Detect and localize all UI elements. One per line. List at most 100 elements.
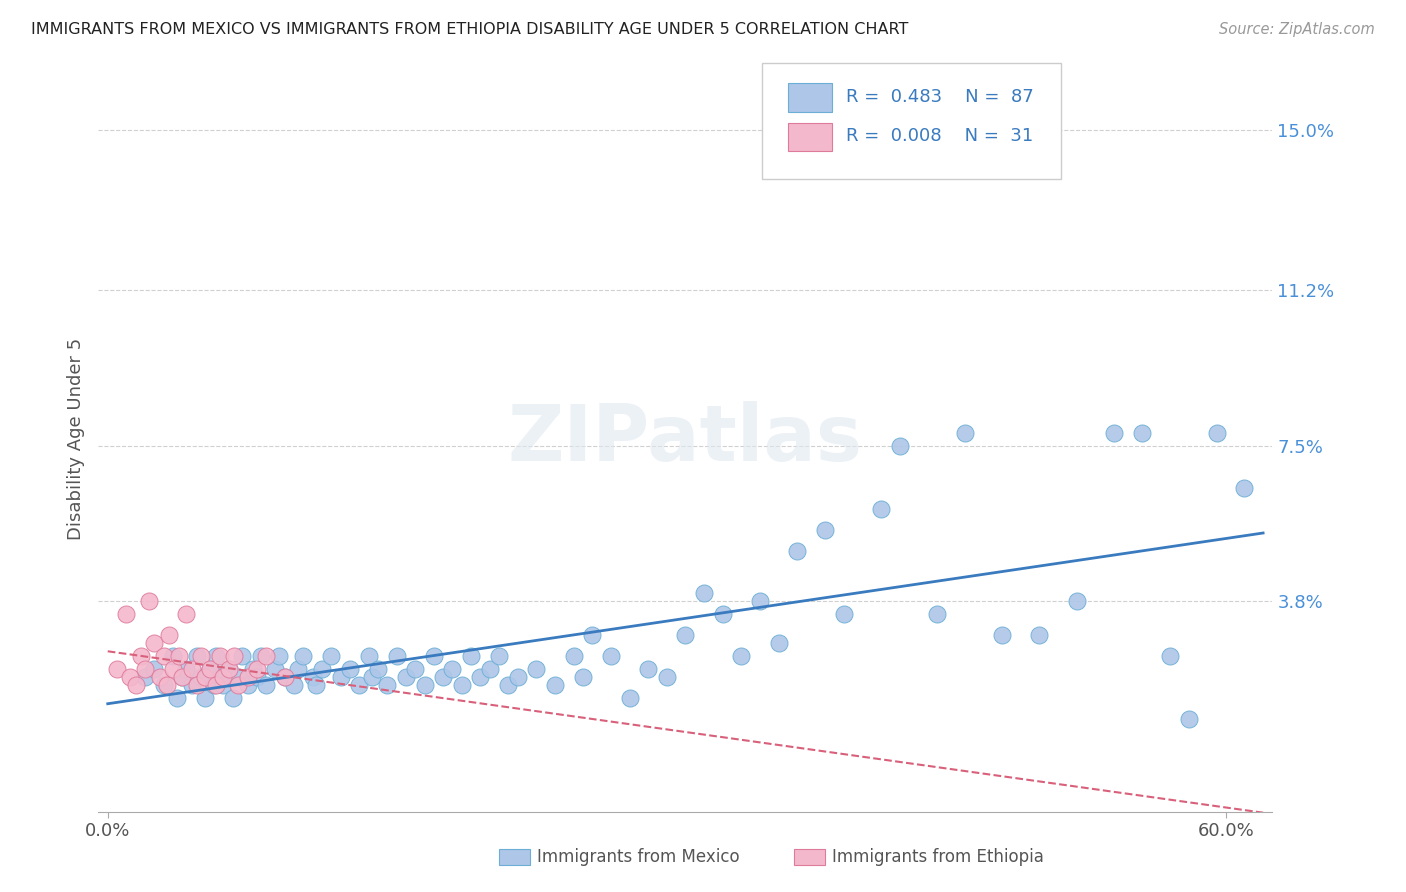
Point bbox=[432, 670, 454, 684]
Point bbox=[423, 648, 446, 663]
Text: IMMIGRANTS FROM MEXICO VS IMMIGRANTS FROM ETHIOPIA DISABILITY AGE UNDER 5 CORREL: IMMIGRANTS FROM MEXICO VS IMMIGRANTS FRO… bbox=[31, 22, 908, 37]
Point bbox=[254, 648, 277, 663]
Point bbox=[246, 662, 269, 676]
Point bbox=[224, 648, 246, 663]
Point bbox=[246, 670, 269, 684]
Point bbox=[832, 607, 855, 621]
Point bbox=[236, 670, 259, 684]
Point bbox=[208, 648, 231, 663]
Point bbox=[152, 648, 174, 663]
Point bbox=[1066, 594, 1088, 608]
FancyBboxPatch shape bbox=[762, 63, 1062, 178]
Point bbox=[264, 662, 287, 676]
Point bbox=[730, 648, 752, 663]
Point bbox=[889, 439, 911, 453]
Point bbox=[357, 648, 380, 663]
Point bbox=[167, 648, 190, 663]
Point bbox=[200, 662, 222, 676]
Point bbox=[134, 670, 156, 684]
Point bbox=[221, 691, 243, 706]
Point bbox=[212, 670, 235, 684]
Point bbox=[562, 648, 585, 663]
Point bbox=[152, 678, 174, 692]
Point bbox=[1159, 648, 1181, 663]
Point bbox=[786, 544, 808, 558]
Point bbox=[349, 678, 371, 692]
Point bbox=[498, 678, 520, 692]
Point bbox=[134, 662, 156, 676]
Point bbox=[488, 648, 510, 663]
Point bbox=[249, 648, 271, 663]
Point bbox=[226, 670, 249, 684]
Point bbox=[711, 607, 734, 621]
Point bbox=[413, 678, 436, 692]
Point bbox=[404, 662, 426, 676]
Point bbox=[186, 678, 208, 692]
Point bbox=[236, 678, 259, 692]
Point bbox=[149, 670, 172, 684]
Point bbox=[749, 594, 772, 608]
Point bbox=[814, 523, 837, 537]
Point bbox=[143, 662, 166, 676]
Point bbox=[202, 678, 225, 692]
Point bbox=[143, 636, 166, 650]
Point bbox=[292, 648, 315, 663]
Point bbox=[367, 662, 389, 676]
Point bbox=[1177, 712, 1199, 726]
Point bbox=[395, 670, 418, 684]
Point bbox=[218, 662, 240, 676]
Point bbox=[450, 678, 472, 692]
Point bbox=[460, 648, 482, 663]
Point bbox=[524, 662, 547, 676]
Point bbox=[385, 648, 408, 663]
Point bbox=[339, 662, 361, 676]
Point bbox=[166, 691, 188, 706]
Point bbox=[581, 628, 603, 642]
Point bbox=[174, 607, 197, 621]
Point bbox=[212, 678, 235, 692]
Point bbox=[218, 662, 240, 676]
Text: Immigrants from Mexico: Immigrants from Mexico bbox=[537, 848, 740, 866]
Point bbox=[619, 691, 641, 706]
Point bbox=[375, 678, 398, 692]
Point bbox=[226, 678, 249, 692]
Point bbox=[925, 607, 948, 621]
Point bbox=[157, 628, 180, 642]
Point bbox=[311, 662, 333, 676]
Point bbox=[180, 678, 202, 692]
Point bbox=[205, 648, 228, 663]
Point bbox=[301, 670, 323, 684]
Point bbox=[231, 648, 253, 663]
Point bbox=[105, 662, 128, 676]
Text: R =  0.483    N =  87: R = 0.483 N = 87 bbox=[846, 87, 1033, 105]
Bar bbox=[787, 83, 832, 112]
Point bbox=[200, 662, 222, 676]
Point bbox=[156, 678, 179, 692]
Point bbox=[162, 648, 184, 663]
Point bbox=[768, 636, 790, 650]
Point bbox=[470, 670, 492, 684]
Text: Source: ZipAtlas.com: Source: ZipAtlas.com bbox=[1219, 22, 1375, 37]
Point bbox=[138, 594, 160, 608]
Point bbox=[194, 691, 217, 706]
Point bbox=[274, 670, 297, 684]
Point bbox=[287, 662, 309, 676]
Point bbox=[208, 670, 231, 684]
Point bbox=[190, 670, 212, 684]
Text: ZIPatlas: ZIPatlas bbox=[508, 401, 863, 477]
Point bbox=[870, 501, 893, 516]
Bar bbox=[787, 123, 832, 151]
Point bbox=[572, 670, 595, 684]
Point bbox=[637, 662, 659, 676]
Point bbox=[441, 662, 464, 676]
Point bbox=[693, 586, 716, 600]
Point bbox=[1205, 425, 1227, 440]
Point bbox=[544, 678, 567, 692]
Point bbox=[120, 670, 142, 684]
Point bbox=[186, 648, 208, 663]
Point bbox=[172, 670, 194, 684]
Point bbox=[172, 670, 194, 684]
Point bbox=[953, 425, 976, 440]
Point bbox=[1102, 425, 1125, 440]
Point bbox=[321, 648, 343, 663]
